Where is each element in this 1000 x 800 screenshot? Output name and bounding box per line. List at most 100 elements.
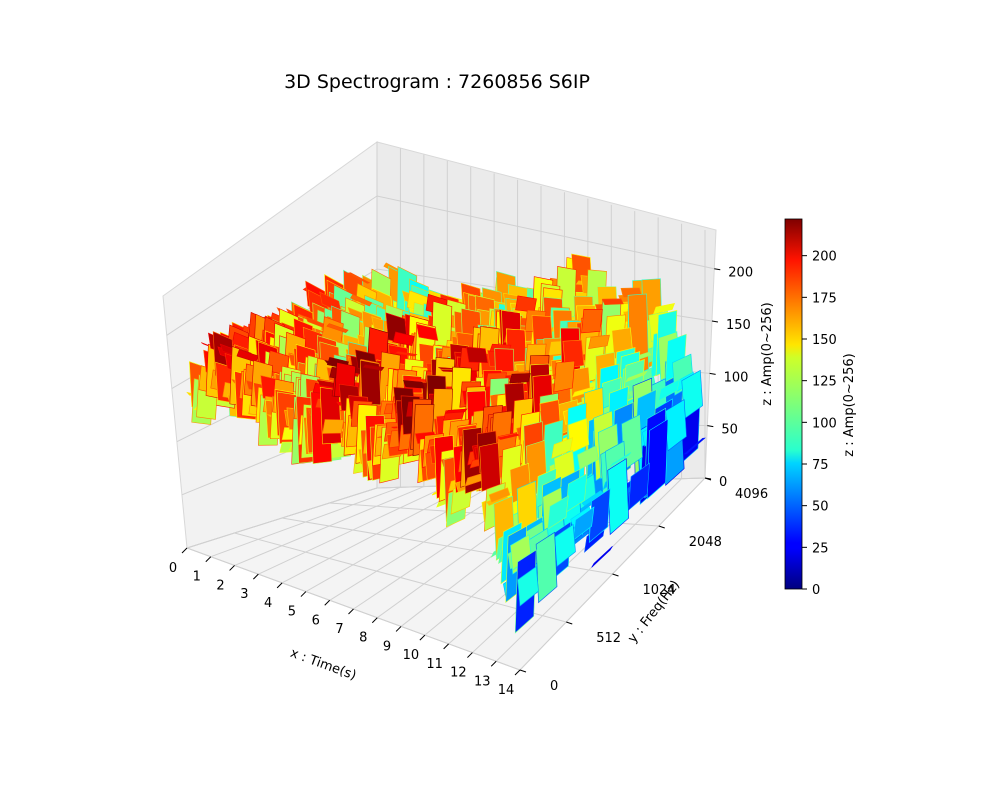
y-tick-mark [566,621,573,625]
surface-facet [551,437,574,459]
colorbar [784,218,803,590]
x-tick-mark [324,599,331,606]
colorbar-tick-label: 0 [812,583,820,598]
surface-facet [653,302,676,315]
surface-facet [607,458,629,536]
surface-facet [609,452,632,467]
x-tick-label: 12 [450,666,467,681]
z-tick-mark [714,268,721,271]
surface-facet [509,373,531,384]
y-tick-label: 0 [550,679,558,694]
y-tick-label: 512 [596,631,621,646]
surface-facet [515,295,537,313]
x-tick-mark [419,634,426,641]
y-tick-label: 1024 [643,583,676,598]
x-tick-label: 13 [474,674,491,689]
x-tick-label: 14 [498,683,515,698]
colorbar-tick-label: 175 [812,291,837,306]
z-tick-label: 50 [721,423,738,438]
x-tick-mark [395,626,402,632]
surface-facet [347,272,371,284]
surface-facet [628,462,650,511]
y-tick-mark [658,525,665,529]
surface-facet [445,408,468,414]
x-tick-label: 10 [403,648,420,663]
x-tick-mark [253,573,259,580]
surface-facet [517,566,539,607]
grid-line [376,195,715,270]
colorbar-tick-label: 200 [812,250,837,265]
x-tick-mark [514,669,521,676]
y-axis-ticks: 0 512 1024 2048 4096 [519,477,768,694]
surface-facet [581,490,604,507]
surface-facet [577,445,599,470]
x-tick-mark [300,591,307,597]
colorbar-tick-label: 125 [812,375,837,390]
grid-line [234,532,567,623]
x-tick-mark [490,660,497,667]
surface-facet [646,418,669,500]
surface-facet [362,363,385,371]
z-tick-label: 150 [726,318,751,333]
x-tick-label: 11 [426,657,443,672]
surface-facet [683,437,706,455]
surface-facet [416,323,439,341]
grid-line [166,195,378,336]
x-tick-mark [467,652,473,658]
surface-facet [562,339,585,369]
colorbar-tick-label: 150 [812,333,837,348]
colorbar-tick-label: 75 [812,458,829,473]
x-tick-label: 5 [288,605,296,620]
z-tick-label: 0 [719,475,727,490]
x-tick-mark [371,617,378,624]
z-tick-label: 200 [728,266,753,281]
colorbar-tick-label: 25 [812,541,829,556]
x-tick-label: 2 [216,578,224,593]
x-tick-mark [276,582,283,589]
surface-facet [322,419,345,434]
y-tick-mark [612,573,619,577]
z-tick-mark [711,320,719,323]
surface-facet [488,487,511,504]
z-tick-mark [704,477,712,480]
x-tick-label: 4 [264,596,272,611]
x-tick-mark [443,643,449,650]
y-tick-label: 2048 [689,535,722,550]
x-tick-label: 8 [359,631,367,646]
x-tick-label: 3 [240,587,248,602]
surface-facet [466,346,488,364]
surface-facet [554,523,576,568]
colorbar-tick-label: 50 [812,500,829,515]
surface-facet [588,334,610,350]
surface-facet [565,473,588,513]
y-tick-mark [519,669,527,673]
x-tick-mark [205,556,212,563]
x-tick-mark [181,547,188,554]
chart-title: 3D Spectrogram : 7260856 S6IP [284,71,590,93]
grid-line [186,487,378,549]
x-tick-label: 1 [193,570,201,585]
x-tick-label: 0 [169,561,177,576]
surface-facet [350,294,373,307]
colorbar-ticks: 0 25 50 75 100 125 150 175 200 [802,250,837,598]
y-tick-label: 4096 [735,487,768,502]
z-tick-mark [707,425,714,428]
surface-facet [658,378,680,402]
z-tick-mark [709,372,716,375]
x-tick-label: 6 [312,613,320,628]
z-axis-ticks: 0 50 100 150 200 [704,266,753,490]
x-tick-mark [348,608,354,615]
surface-facet [479,442,501,492]
surface-facet [553,360,576,393]
surface-facet [581,308,603,334]
surface-facet [326,323,349,333]
x-tick-mark [229,565,235,571]
x-axis-label: x : Time(s) [288,646,358,684]
surface-facet [392,331,415,346]
surface-facet [601,298,624,305]
surface-facet [403,380,425,389]
colorbar-label: z : Amp(0~256) [842,353,857,456]
surface-facet [497,433,520,440]
surface-facet [591,546,613,568]
